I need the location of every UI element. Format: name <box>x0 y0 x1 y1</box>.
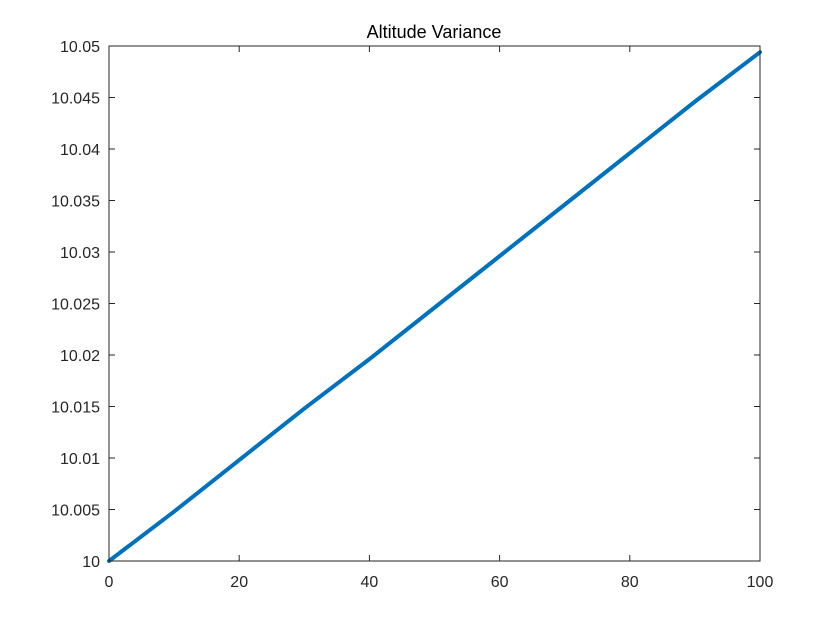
x-tick-label: 60 <box>491 574 509 591</box>
y-tick-label: 10.03 <box>60 245 100 262</box>
y-tick-label: 10 <box>82 554 100 571</box>
x-axis-ticks: 0 20 40 60 80 100 <box>105 46 774 591</box>
x-tick-label: 40 <box>361 574 379 591</box>
y-tick-label: 10.015 <box>51 400 100 417</box>
y-tick-label: 10.04 <box>60 142 100 159</box>
y-tick-label: 10.05 <box>60 39 100 56</box>
plot-area-frame <box>108 45 761 562</box>
y-tick-label: 10.025 <box>51 297 100 314</box>
x-tick-label: 80 <box>621 574 639 591</box>
y-tick-label: 10.01 <box>60 451 100 468</box>
y-tick-label: 10.035 <box>51 194 100 211</box>
x-tick-label: 20 <box>230 574 248 591</box>
series-layer <box>107 50 762 563</box>
y-tick-label: 10.02 <box>60 348 100 365</box>
x-tick-label: 0 <box>105 574 114 591</box>
series-line <box>107 50 762 563</box>
y-tick-label: 10.045 <box>51 91 100 108</box>
y-tick-label: 10.005 <box>51 503 100 520</box>
chart-title: Altitude Variance <box>367 22 502 42</box>
x-tick-label: 100 <box>747 574 774 591</box>
y-axis-ticks: 10 10.005 10.01 10.015 10.02 10.025 10.03 10.03… <box>51 39 760 571</box>
